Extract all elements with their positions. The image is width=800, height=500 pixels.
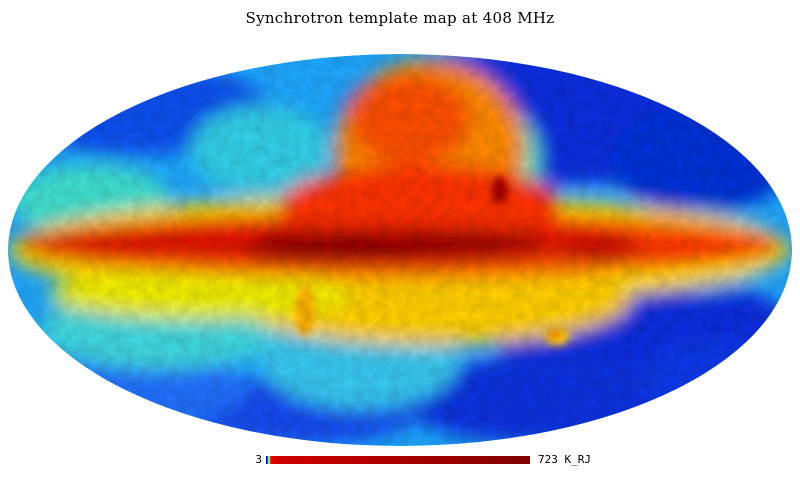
colorbar-min-label: 3	[255, 453, 262, 466]
map-title: Synchrotron template map at 408 MHz	[245, 9, 555, 27]
colorbar-gradient	[266, 456, 530, 464]
colorbar-max-label: 723 K_RJ	[538, 453, 591, 466]
